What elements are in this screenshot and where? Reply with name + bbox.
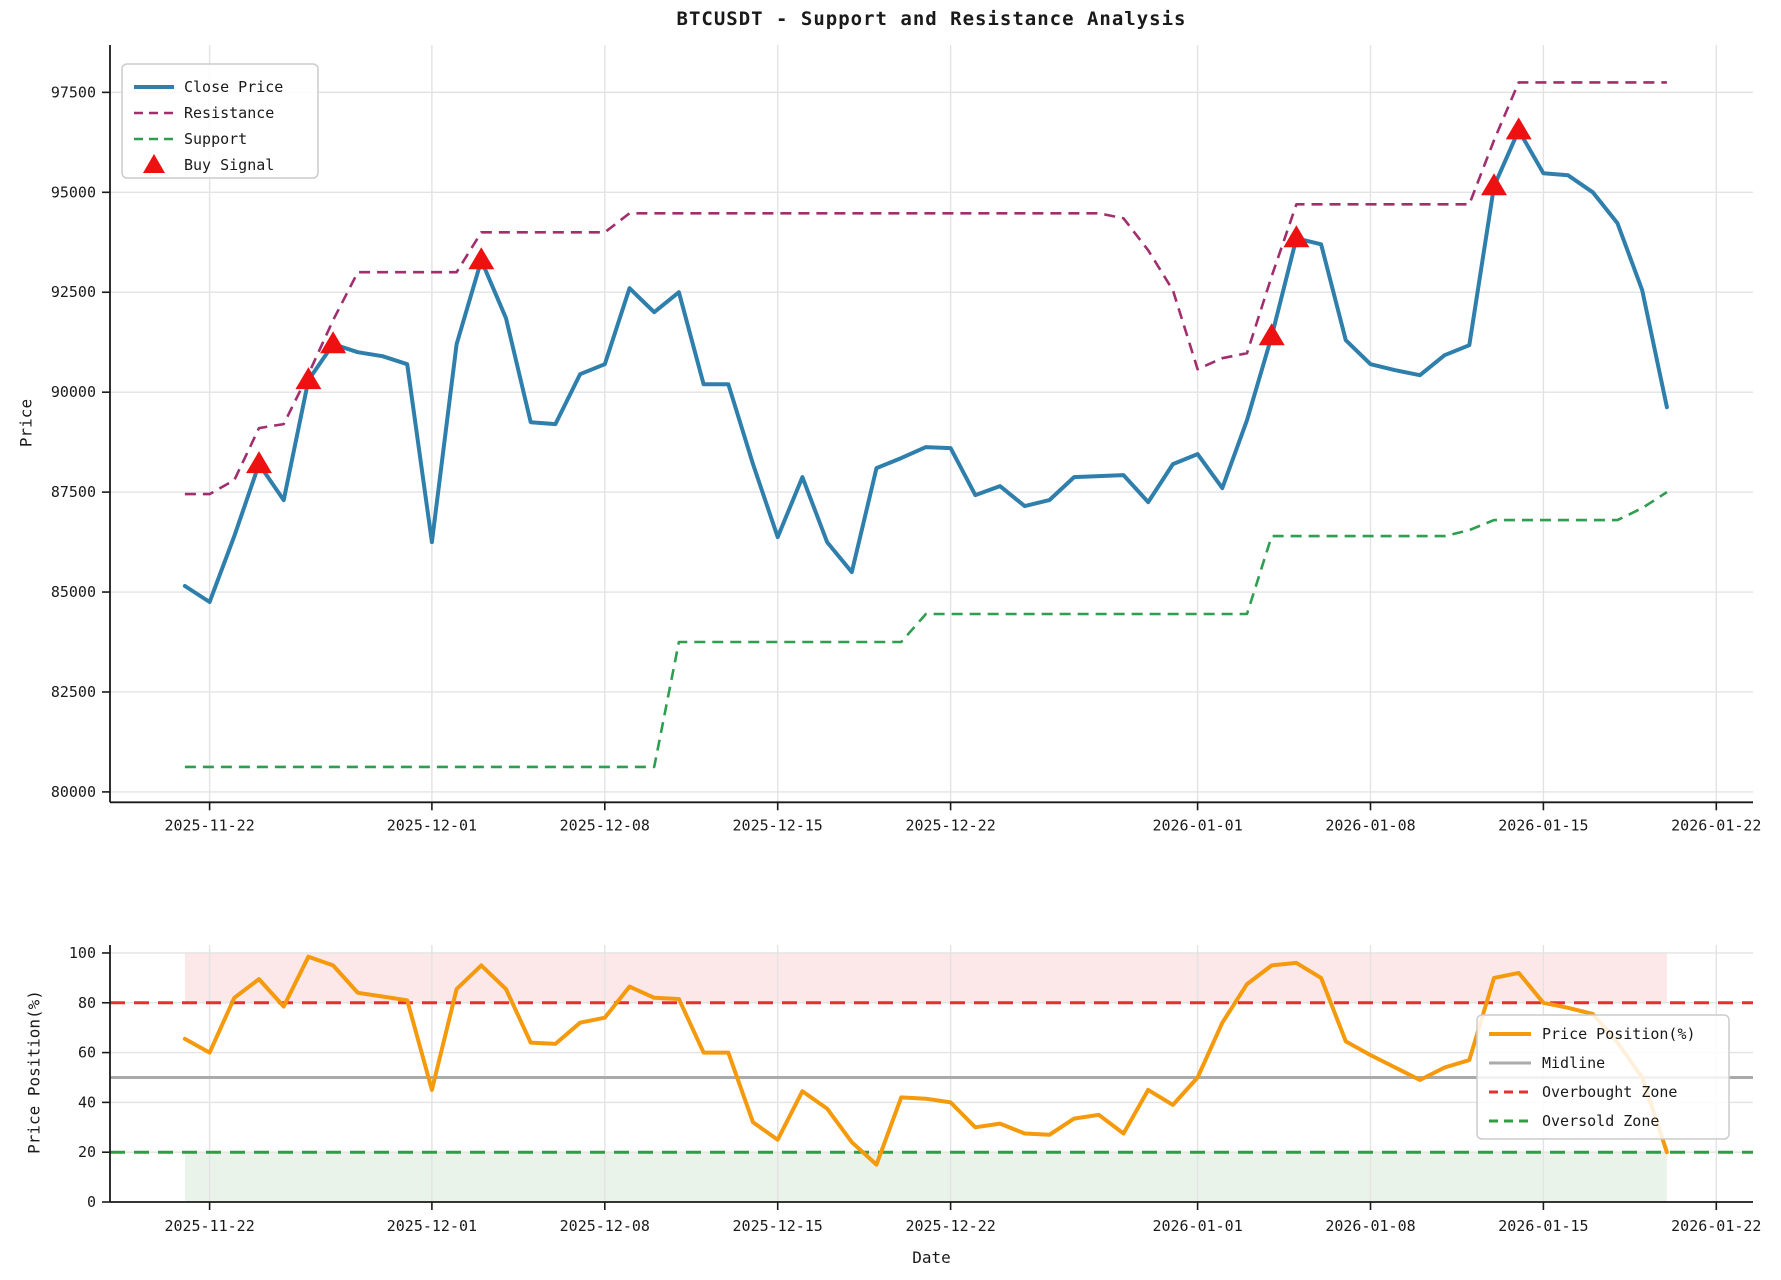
top-y-tick-label: 95000	[51, 183, 96, 201]
top-x-tick-label: 2026-01-08	[1325, 816, 1415, 834]
buy-signal-marker	[1505, 117, 1532, 140]
buy-signal-marker	[295, 367, 322, 390]
legend-support-label: Support	[184, 130, 247, 148]
bottom-x-tick-label: 2025-12-08	[560, 1217, 650, 1235]
bottom-x-tick-label: 2025-12-22	[905, 1217, 995, 1235]
price-position-line	[182, 954, 1669, 1167]
legend-overbought-zone-label: Overbought Zone	[1542, 1083, 1677, 1101]
bottom-y-tick-label: 0	[87, 1193, 96, 1211]
bottom-y-tick-label: 80	[78, 994, 96, 1012]
bottom-x-tick-label: 2025-12-01	[387, 1217, 477, 1235]
top-y-tick-label: 97500	[51, 83, 96, 101]
top-x-tick-label: 2026-01-22	[1671, 816, 1761, 834]
bottom-x-tick-label: 2025-12-15	[733, 1217, 823, 1235]
bottom-x-tick-label: 2026-01-15	[1498, 1217, 1588, 1235]
chart-title: BTCUSDT - Support and Resistance Analysi…	[676, 8, 1187, 30]
x-axis-label: Date	[912, 1248, 951, 1267]
bottom-y-tick-label: 20	[78, 1143, 96, 1161]
bottom-legend-box	[1476, 1014, 1730, 1140]
buy-signal-marker	[320, 331, 347, 354]
buy-signal-marker	[468, 247, 495, 270]
bottom-x-tick-label: 2026-01-08	[1325, 1217, 1415, 1235]
bottom-x-tick-label: 2026-01-22	[1671, 1217, 1761, 1235]
resistance-line	[184, 81, 1667, 496]
legend-resistance-label: Resistance	[184, 104, 274, 122]
legend-oversold-zone-label: Oversold Zone	[1542, 1112, 1659, 1130]
legend-midline-label: Midline	[1542, 1054, 1605, 1072]
bottom-y-tick-label: 40	[78, 1093, 96, 1111]
support-line	[184, 491, 1668, 769]
top-x-tick-label: 2026-01-01	[1152, 816, 1242, 834]
top-y-tick-label: 80000	[51, 783, 96, 801]
buy-signal-marker	[246, 451, 272, 474]
bottom-x-tick-label: 2025-11-22	[164, 1217, 254, 1235]
top-x-tick-label: 2025-12-15	[733, 816, 823, 834]
buy-signal-marker	[1481, 173, 1507, 196]
top-x-tick-label: 2025-12-22	[905, 816, 995, 834]
overbought-zone-fill	[184, 952, 1667, 1003]
top-legend-box	[121, 63, 319, 179]
top-y-tick-label: 92500	[51, 283, 96, 301]
top-y-tick-label: 85000	[51, 583, 96, 601]
top-y-tick-label: 90000	[51, 383, 96, 401]
legend-close-price-label: Close Price	[184, 78, 283, 96]
legend-buy-signal-sample	[143, 154, 165, 173]
buy-signal-marker	[1283, 225, 1310, 248]
top-y-tick-label: 87500	[51, 483, 96, 501]
top-x-tick-label: 2025-12-08	[560, 816, 650, 834]
legend-price-position-label: Price Position(%)	[1542, 1025, 1696, 1043]
oversold-zone-fill	[184, 1152, 1667, 1202]
buy-signal-marker	[1258, 323, 1285, 346]
close-price-line	[182, 128, 1669, 604]
legend-buy-signal-label: Buy Signal	[184, 156, 274, 174]
bottom-y-tick-label: 100	[69, 944, 96, 962]
bottom-x-tick-label: 2026-01-01	[1152, 1217, 1242, 1235]
bottom-y-tick-label: 60	[78, 1044, 96, 1062]
top-x-tick-label: 2025-12-01	[387, 816, 477, 834]
top-y-tick-label: 82500	[51, 683, 96, 701]
top-x-tick-label: 2025-11-22	[164, 816, 254, 834]
top-x-tick-label: 2026-01-15	[1498, 816, 1588, 834]
